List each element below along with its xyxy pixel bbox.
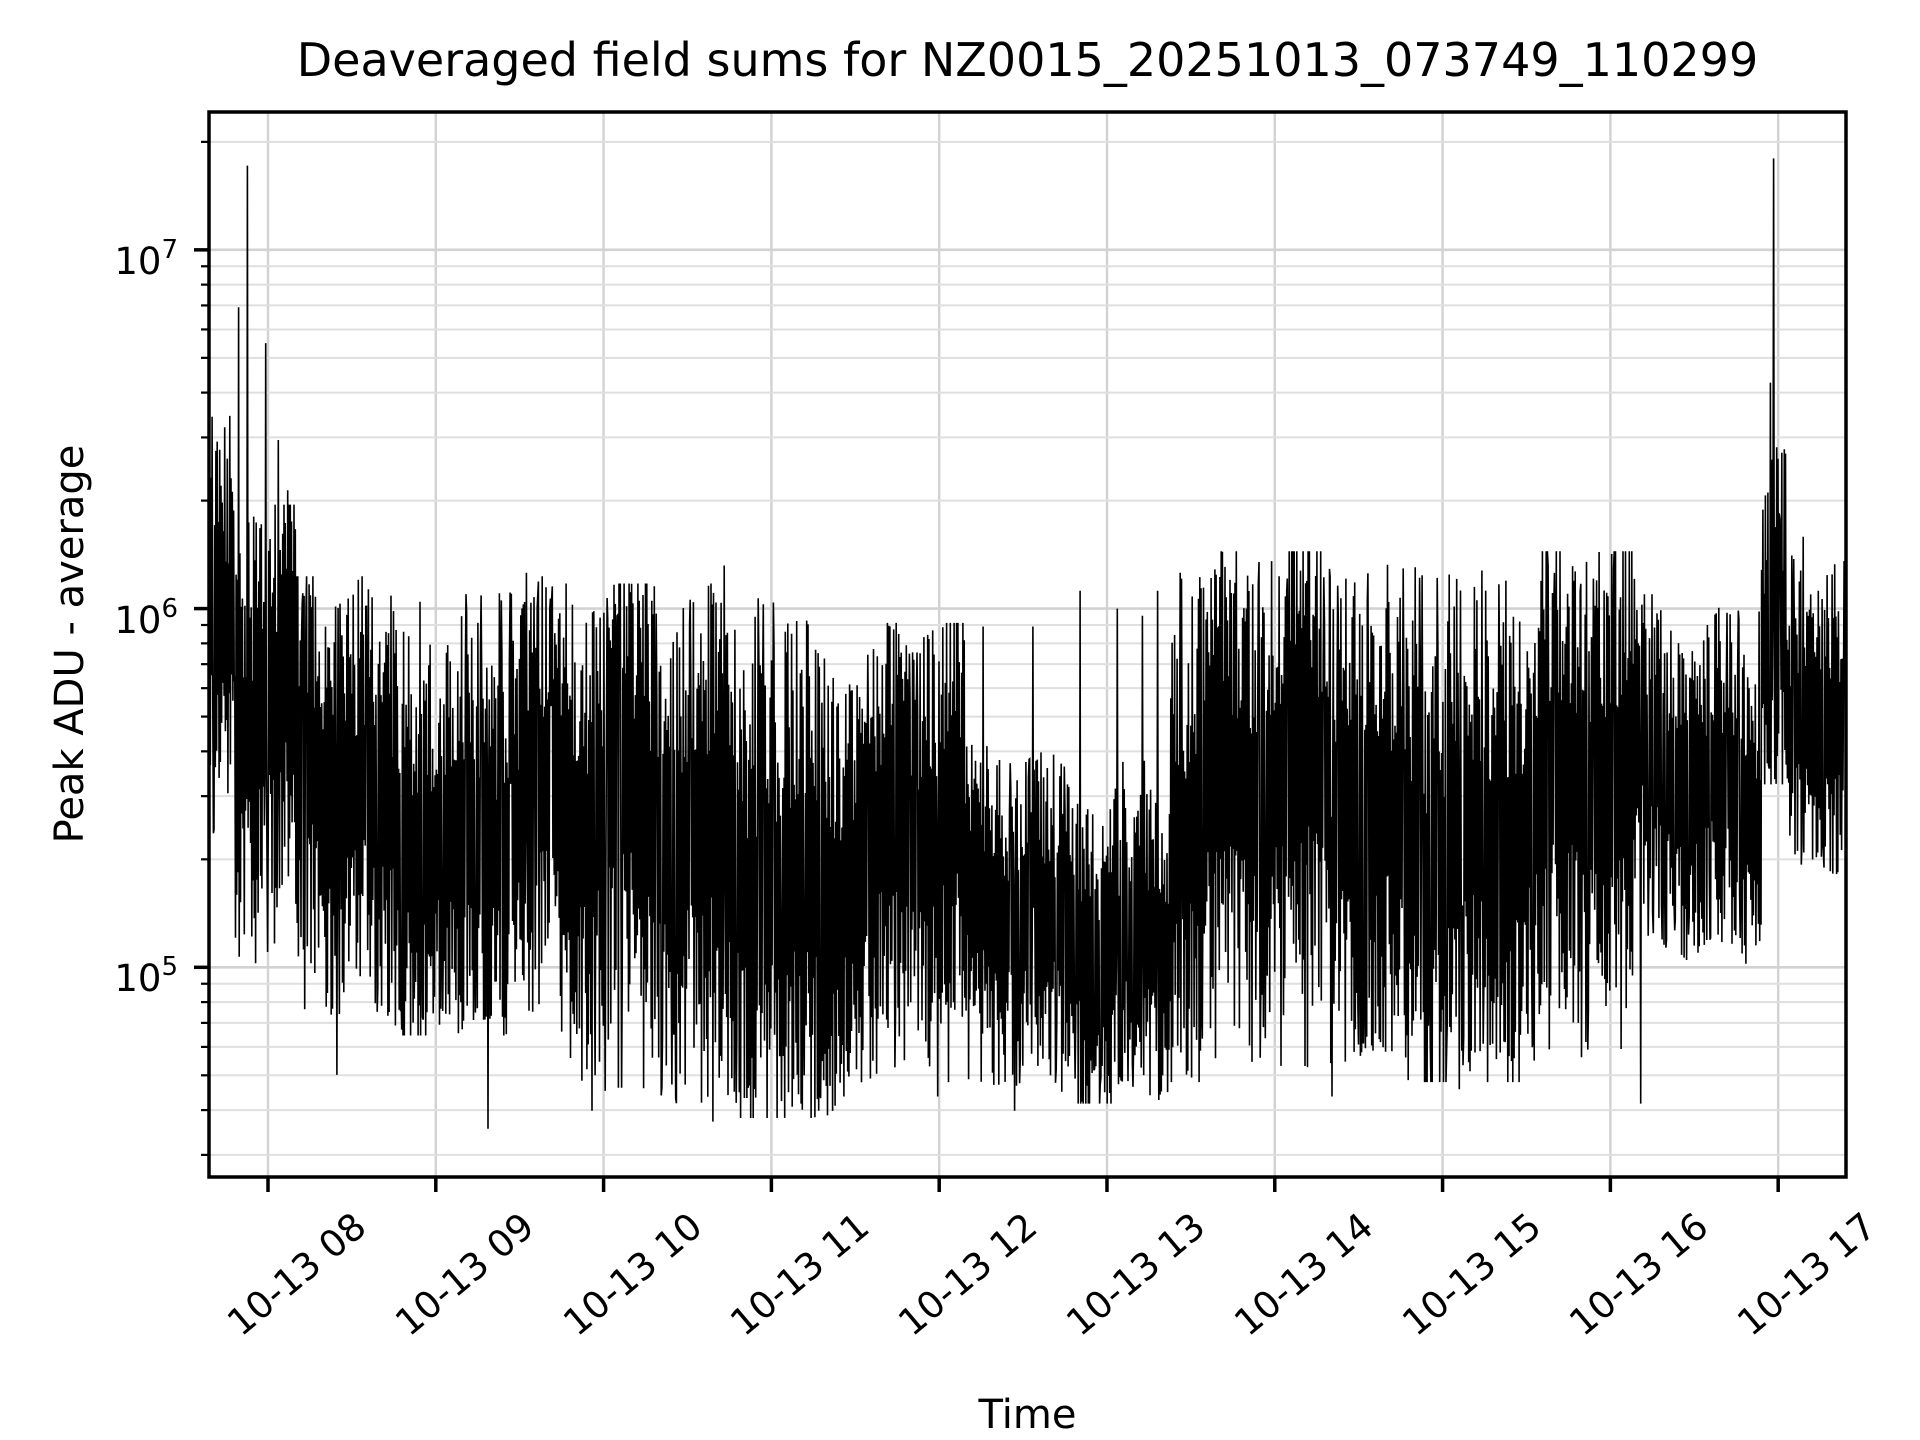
axis-ticks [194, 140, 1780, 1192]
y-tick-label: 107 [114, 234, 178, 283]
data-series-line [209, 158, 1846, 1129]
series-group [209, 158, 1846, 1129]
y-tick-label: 106 [114, 593, 178, 642]
plot-border [207, 110, 1848, 1179]
chart-title: Deaveraged field sums for NZ0015_2025101… [296, 33, 1759, 87]
y-tick-label: 105 [114, 952, 178, 1001]
x-axis-label: Time [978, 1392, 1077, 1438]
